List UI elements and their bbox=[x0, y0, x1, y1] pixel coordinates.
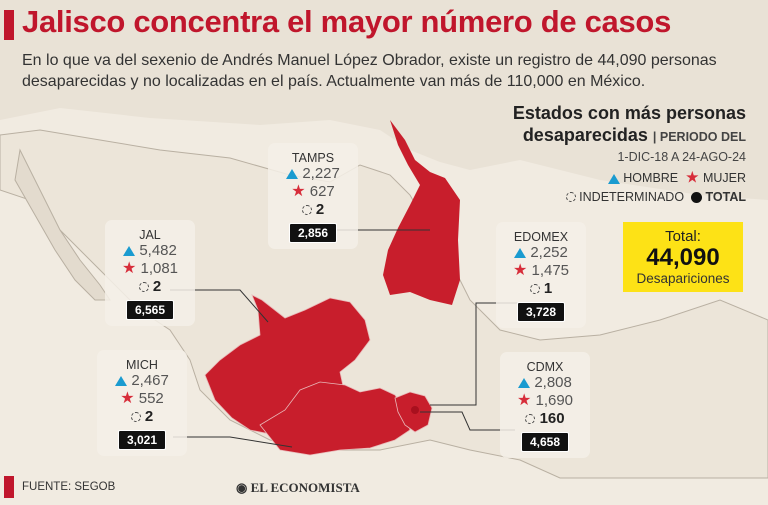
indeterminado-value: 1 bbox=[543, 280, 553, 297]
triangle-icon bbox=[607, 173, 620, 184]
mujer-value: 552 bbox=[138, 390, 164, 407]
dashed-circle-icon bbox=[138, 282, 149, 293]
hombre-row: 2,467 bbox=[97, 372, 187, 390]
state-total: 6,565 bbox=[125, 300, 175, 320]
legend-period-2: 1-DIC-18 A 24-AGO-24 bbox=[617, 150, 746, 164]
legend-hombre: HOMBRE bbox=[623, 171, 679, 185]
total-row: 3,021 bbox=[97, 426, 187, 456]
mujer-value: 1,690 bbox=[535, 392, 574, 409]
hombre-value: 2,808 bbox=[534, 374, 572, 391]
total-caption: Desapariciones bbox=[636, 271, 730, 286]
state-name: MICH bbox=[126, 358, 158, 372]
dashed-circle-icon bbox=[529, 284, 540, 295]
hombre-row: 2,252 bbox=[496, 244, 586, 262]
state-card: TAMPS 2,227 ★ 627 2 2,856 bbox=[268, 143, 358, 249]
legend-row-other: INDETERMINADO TOTAL bbox=[513, 190, 746, 204]
star-icon: ★ bbox=[120, 390, 135, 408]
indeterminado-row: 2 bbox=[97, 408, 187, 426]
hombre-row: 5,482 bbox=[105, 242, 195, 260]
star-icon: ★ bbox=[121, 260, 137, 278]
legend-mujer: MUJER bbox=[702, 171, 746, 185]
state-total: 3,021 bbox=[117, 430, 167, 450]
state-name: JAL bbox=[139, 228, 161, 242]
total-row: 2,856 bbox=[268, 219, 358, 249]
total-label: Total: bbox=[665, 228, 701, 245]
state-total: 4,658 bbox=[520, 432, 570, 452]
dashed-circle-icon bbox=[565, 192, 576, 203]
intro-text: En lo que va del sexenio de Andrés Manue… bbox=[22, 52, 717, 90]
hombre-value: 5,482 bbox=[139, 242, 177, 259]
state-card: JAL 5,482 ★ 1,081 2 6,565 bbox=[105, 220, 195, 326]
indeterminado-value: 2 bbox=[144, 408, 154, 425]
triangle-icon bbox=[286, 169, 299, 180]
legend-title-1: Estados con más personas bbox=[512, 103, 746, 123]
indeterminado-value: 160 bbox=[539, 410, 565, 427]
brand-name: EL ECONOMISTA bbox=[250, 480, 360, 495]
triangle-icon bbox=[115, 376, 128, 387]
indeterminado-row: 1 bbox=[496, 280, 586, 298]
star-icon: ★ bbox=[512, 262, 528, 280]
triangle-icon bbox=[514, 248, 527, 259]
triangle-icon bbox=[123, 246, 136, 257]
land-usa bbox=[0, 0, 768, 200]
legend-indeterminado: INDETERMINADO bbox=[579, 189, 685, 204]
legend: Estados con más personas desaparecidas |… bbox=[513, 102, 746, 204]
hombre-row: 2,808 bbox=[500, 374, 590, 392]
state-card: MICH 2,467 ★ 552 2 3,021 bbox=[97, 350, 187, 456]
dashed-circle-icon bbox=[130, 412, 141, 423]
mujer-value: 627 bbox=[309, 183, 335, 200]
indeterminado-row: 160 bbox=[500, 410, 590, 428]
page-title: Jalisco concentra el mayor número de cas… bbox=[22, 4, 672, 39]
legend-total: TOTAL bbox=[705, 189, 746, 204]
legend-title-row: desaparecidas | PERIODO DEL bbox=[513, 124, 746, 147]
title-accent-bar bbox=[4, 10, 14, 40]
mujer-row: ★ 1,475 bbox=[496, 262, 586, 280]
state-total: 3,728 bbox=[516, 302, 566, 322]
legend-period-1: | PERIODO DEL bbox=[652, 130, 746, 144]
indeterminado-value: 2 bbox=[152, 278, 162, 295]
mujer-row: ★ 1,081 bbox=[105, 260, 195, 278]
mujer-row: ★ 627 bbox=[268, 183, 358, 201]
star-icon: ★ bbox=[685, 169, 700, 187]
state-tamps bbox=[383, 120, 460, 305]
footer-accent-bar bbox=[4, 476, 14, 498]
land-baja bbox=[14, 148, 111, 301]
total-row: 4,658 bbox=[500, 428, 590, 458]
star-icon: ★ bbox=[516, 392, 532, 410]
total-row: 3,728 bbox=[496, 298, 586, 328]
hombre-value: 2,467 bbox=[131, 372, 169, 389]
source-text: FUENTE: SEGOB bbox=[22, 481, 116, 493]
mujer-value: 1,475 bbox=[531, 262, 570, 279]
dashed-circle-icon bbox=[301, 205, 312, 216]
state-total: 2,856 bbox=[288, 223, 338, 243]
mujer-row: ★ 552 bbox=[97, 390, 187, 408]
hombre-value: 2,227 bbox=[302, 165, 340, 182]
state-card: CDMX 2,808 ★ 1,690 160 4,658 bbox=[500, 352, 590, 458]
mujer-row: ★ 1,690 bbox=[500, 392, 590, 410]
triangle-icon bbox=[518, 378, 531, 389]
state-name: TAMPS bbox=[291, 151, 335, 165]
state-name: CDMX bbox=[526, 360, 564, 374]
mujer-value: 1,081 bbox=[140, 260, 179, 277]
legend-title-2: desaparecidas bbox=[522, 125, 648, 145]
dashed-circle-icon bbox=[525, 414, 536, 425]
hombre-row: 2,227 bbox=[268, 165, 358, 183]
indeterminado-value: 2 bbox=[315, 201, 325, 218]
total-value: 44,090 bbox=[646, 244, 720, 271]
hombre-value: 2,252 bbox=[530, 244, 568, 261]
filled-circle-icon bbox=[691, 191, 702, 203]
indeterminado-row: 2 bbox=[105, 278, 195, 296]
legend-row-sex: HOMBRE ★ MUJER bbox=[513, 169, 746, 187]
indeterminado-row: 2 bbox=[268, 201, 358, 219]
leader-mich bbox=[173, 436, 293, 448]
star-icon: ★ bbox=[291, 183, 306, 201]
brand-logo: ◉ EL ECONOMISTA bbox=[236, 480, 360, 495]
leader-cdmx bbox=[420, 411, 515, 431]
state-name: EDOMEX bbox=[513, 230, 569, 244]
state-card: EDOMEX 2,252 ★ 1,475 1 3,728 bbox=[496, 222, 586, 328]
total-row: 6,565 bbox=[105, 296, 195, 326]
state-cdmx bbox=[411, 406, 419, 414]
total-box: Total: 44,090 Desapariciones bbox=[623, 222, 743, 292]
